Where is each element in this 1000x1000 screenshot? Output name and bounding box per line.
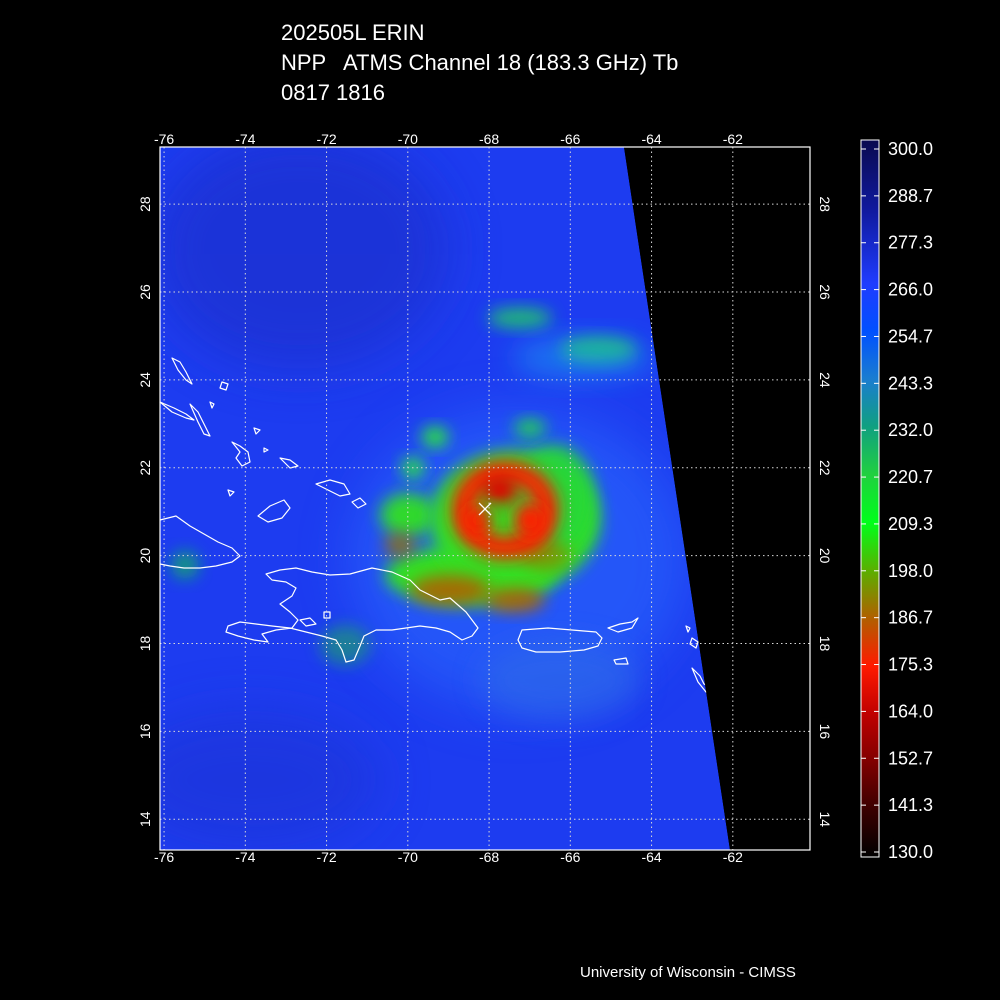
colorbar-label: 130.0 xyxy=(888,842,933,862)
lat-lon-grid xyxy=(160,147,810,850)
colorbar-labels: 300.0 288.7 277.3 266.0 254.7 243.3 232.0 220.7… xyxy=(888,139,933,862)
lon-label-bottom: -72 xyxy=(316,849,336,865)
colorbar-label: 277.3 xyxy=(888,233,933,253)
colorbar-label: 300.0 xyxy=(888,139,933,159)
puerto-rico-coastline xyxy=(517,627,603,653)
colorbar-gradient xyxy=(860,139,880,858)
colorbar-label: 152.7 xyxy=(888,748,933,768)
colorbar-label: 232.0 xyxy=(888,420,933,440)
storm-center-marker xyxy=(478,502,492,516)
great-inagua-coastline xyxy=(257,499,291,523)
lon-label-bottom: -70 xyxy=(398,849,418,865)
lat-label-right: 28 xyxy=(817,196,833,212)
lat-label-left: 22 xyxy=(137,460,153,476)
colorbar-label: 141.3 xyxy=(888,795,933,815)
lon-label-top: -66 xyxy=(560,131,580,147)
map-title: 202505L ERIN NPP ATMS Channel 18 (183.3 … xyxy=(281,18,678,108)
colorbar: 300.0 288.7 277.3 266.0 254.7 243.3 232.0 220.7… xyxy=(860,139,933,862)
colorbar-label: 164.0 xyxy=(888,701,933,721)
no-data-region xyxy=(624,147,810,850)
colorbar-ticks xyxy=(861,148,879,853)
lat-label-right: 22 xyxy=(817,460,833,476)
colorbar-label: 254.7 xyxy=(888,326,933,346)
lon-label-bottom: -68 xyxy=(479,849,499,865)
lat-label-left: 28 xyxy=(137,196,153,212)
sensor-title: NPP ATMS Channel 18 (183.3 GHz) Tb xyxy=(281,50,679,75)
lat-label-right: 16 xyxy=(817,724,833,740)
lat-label-right: 24 xyxy=(817,372,833,388)
lon-label-top: -70 xyxy=(398,131,418,147)
lat-label-left: 14 xyxy=(137,811,153,827)
colorbar-label: 243.3 xyxy=(888,373,933,393)
lon-label-top: -64 xyxy=(641,131,661,147)
lon-label-top: -72 xyxy=(316,131,336,147)
datetime-title: 0817 1816 xyxy=(281,80,385,105)
lat-label-right: 20 xyxy=(817,548,833,564)
lon-label-bottom: -66 xyxy=(560,849,580,865)
caicos-coastline xyxy=(315,479,351,497)
lon-label-top: -76 xyxy=(154,131,174,147)
brightness-temperature-field xyxy=(160,147,730,850)
lat-label-right: 26 xyxy=(817,284,833,300)
lat-label-right: 18 xyxy=(817,636,833,652)
lesser-antilles-coastline xyxy=(685,625,691,633)
lon-label-bottom: -74 xyxy=(235,849,255,865)
axis-labels: -76 -76 -74 -74 -72 -72 -70 -70 -68 -68 -66 -66 -64 -… xyxy=(137,131,833,865)
colorbar-label: 266.0 xyxy=(888,280,933,300)
colorbar-label: 186.7 xyxy=(888,608,933,628)
colorbar-label: 220.7 xyxy=(888,467,933,487)
lon-label-top: -68 xyxy=(479,131,499,147)
colorbar-label: 198.0 xyxy=(888,561,933,581)
lat-label-right: 14 xyxy=(817,811,833,827)
lon-label-top: -74 xyxy=(235,131,255,147)
colorbar-label: 209.3 xyxy=(888,514,933,534)
lat-label-left: 26 xyxy=(137,284,153,300)
bahamas-coastline xyxy=(171,357,193,385)
lat-label-left: 20 xyxy=(137,548,153,564)
storm-id-title: 202505L ERIN xyxy=(281,20,425,45)
cuba-coastline xyxy=(159,515,241,569)
lon-label-bottom: -76 xyxy=(154,849,174,865)
lon-label-top: -62 xyxy=(723,131,743,147)
lon-label-bottom: -64 xyxy=(641,849,661,865)
lat-label-left: 16 xyxy=(137,723,153,739)
credit-text: University of Wisconsin - CIMSS xyxy=(580,964,796,981)
colorbar-label: 288.7 xyxy=(888,186,933,206)
lat-label-left: 18 xyxy=(137,635,153,651)
lat-label-left: 24 xyxy=(137,372,153,388)
colorbar-label: 175.3 xyxy=(888,655,933,675)
hispaniola-coastline xyxy=(225,567,479,663)
lon-label-bottom: -62 xyxy=(723,849,743,865)
map-frame xyxy=(159,146,811,851)
